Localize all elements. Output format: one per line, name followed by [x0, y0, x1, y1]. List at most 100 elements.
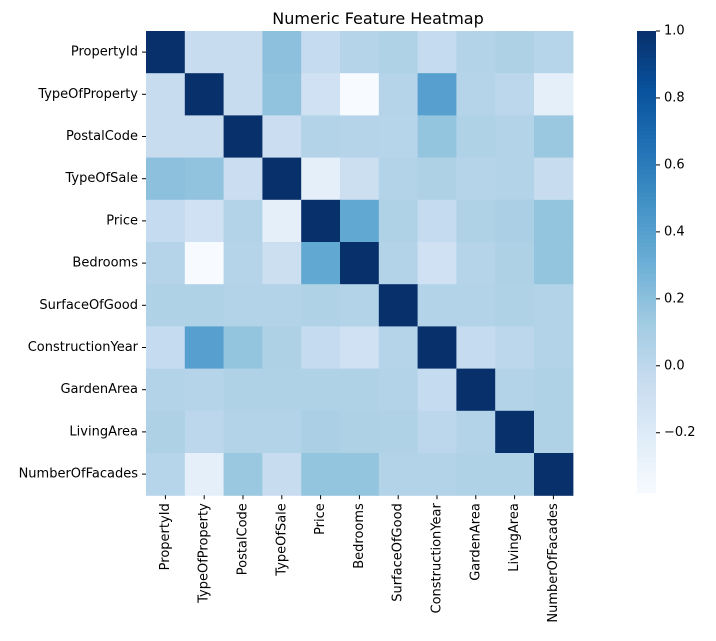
colorbar-tick-label: −0.2 — [664, 425, 696, 440]
colorbar-segment — [637, 277, 656, 282]
column-label: TypeOfProperty — [197, 503, 212, 604]
row-label: SurfaceOfGood — [39, 298, 138, 313]
heatmap-cell — [340, 242, 380, 285]
heatmap-cell — [340, 199, 380, 243]
heatmap-cell — [495, 31, 535, 74]
heatmap-cell — [262, 453, 302, 496]
colorbar-segment — [637, 435, 656, 440]
colorbar-segment — [637, 208, 656, 213]
heatmap-cell — [184, 410, 225, 454]
colorbar-segment — [637, 339, 656, 344]
colorbar-segment — [637, 292, 656, 298]
colorbar-segment — [637, 327, 656, 332]
column-label: PostalCode — [236, 503, 251, 575]
row-label: GardenArea — [60, 382, 138, 397]
heatmap-cell — [146, 410, 186, 454]
colorbar-tick-label: 0.4 — [664, 224, 685, 239]
heatmap-cell — [262, 326, 302, 370]
colorbar-segment — [637, 404, 656, 409]
colorbar-segment — [637, 346, 656, 352]
heatmap-cell — [340, 31, 380, 74]
colorbar-segment — [637, 362, 656, 367]
row-label: Bedrooms — [72, 256, 138, 271]
heatmap-cell — [146, 368, 186, 412]
heatmap-cell — [340, 115, 380, 159]
colorbar-segment — [637, 358, 656, 363]
heatmap-cell — [495, 453, 535, 496]
heatmap-cell — [301, 31, 341, 74]
colorbar-segment — [637, 265, 656, 271]
colorbar-segment — [637, 392, 656, 398]
colorbar-segment — [637, 416, 656, 421]
colorbar-segment — [637, 131, 656, 136]
colorbar-segment — [637, 385, 656, 390]
heatmap-cell — [340, 453, 380, 496]
heatmap-cell — [534, 157, 574, 201]
heatmap-cell — [456, 199, 496, 243]
colorbar-segment — [637, 88, 656, 94]
colorbar-segment — [637, 315, 656, 321]
heatmap-cell — [340, 73, 380, 116]
heatmap-cell — [495, 326, 535, 370]
colorbar-segment — [637, 223, 656, 228]
heatmap-cell — [495, 199, 535, 243]
colorbar-tick-label: 0.2 — [664, 291, 685, 306]
colorbar-segment — [637, 177, 656, 182]
colorbar-segment — [637, 192, 656, 198]
colorbar-segment — [637, 231, 656, 236]
heatmap-cell — [223, 326, 263, 370]
colorbar-segment — [637, 481, 656, 486]
colorbar-segment — [637, 134, 656, 140]
colorbar-segment — [637, 211, 656, 217]
colorbar-segment — [637, 142, 656, 148]
colorbar-segment — [637, 369, 656, 375]
heatmap-cell — [456, 157, 496, 201]
row-labels: PropertyId TypeOfProperty PostalCode TypeOf… — [19, 45, 146, 482]
column-label: TypeOfSale — [274, 503, 289, 577]
heatmap-cell — [184, 115, 225, 159]
heatmap-cell — [456, 31, 496, 74]
colorbar-segment — [637, 215, 656, 221]
colorbar-segment — [637, 96, 656, 101]
colorbar-segment — [637, 469, 656, 475]
colorbar-segment — [637, 473, 656, 479]
heatmap-cell — [262, 410, 302, 454]
colorbar-segment — [637, 431, 656, 436]
heatmap-cell — [223, 199, 263, 243]
heatmap-cell — [184, 284, 225, 327]
colorbar-segment — [637, 65, 656, 71]
colorbar-segment — [637, 185, 656, 190]
colorbar-segment — [637, 319, 656, 325]
colorbar-segment — [637, 296, 656, 302]
heatmap-cell — [378, 115, 419, 159]
colorbar-segment — [637, 419, 656, 425]
colorbar-segment — [637, 165, 656, 171]
heatmap-cell — [223, 368, 263, 412]
colorbar-segment — [637, 173, 656, 178]
colorbar-segment — [637, 61, 656, 67]
heatmap-cell — [417, 115, 457, 159]
heatmap-cell — [378, 242, 419, 285]
colorbar-segment — [637, 138, 656, 144]
colorbar-segment — [637, 81, 656, 86]
colorbar-segment — [637, 331, 656, 336]
heatmap-cell — [495, 115, 535, 159]
column-label: SurfaceOfGood — [391, 503, 406, 602]
colorbar-segment — [637, 258, 656, 263]
heatmap-cell — [301, 453, 341, 496]
heatmap-cell — [223, 157, 263, 201]
heatmap-cell — [262, 157, 302, 201]
colorbar-segment — [637, 389, 656, 394]
heatmap-cell — [223, 453, 263, 496]
colorbar-segment — [637, 450, 656, 456]
heatmap-cell — [456, 115, 496, 159]
colorbar-segment — [637, 312, 656, 317]
colorbar-segment — [637, 365, 656, 371]
colorbar-segment — [637, 158, 656, 163]
heatmap-cell — [456, 410, 496, 454]
heatmap-cell — [223, 115, 263, 159]
colorbar-segment — [637, 77, 656, 82]
column-label: Bedrooms — [352, 503, 367, 569]
heatmap-cell — [417, 326, 457, 370]
colorbar-segment — [637, 84, 656, 90]
